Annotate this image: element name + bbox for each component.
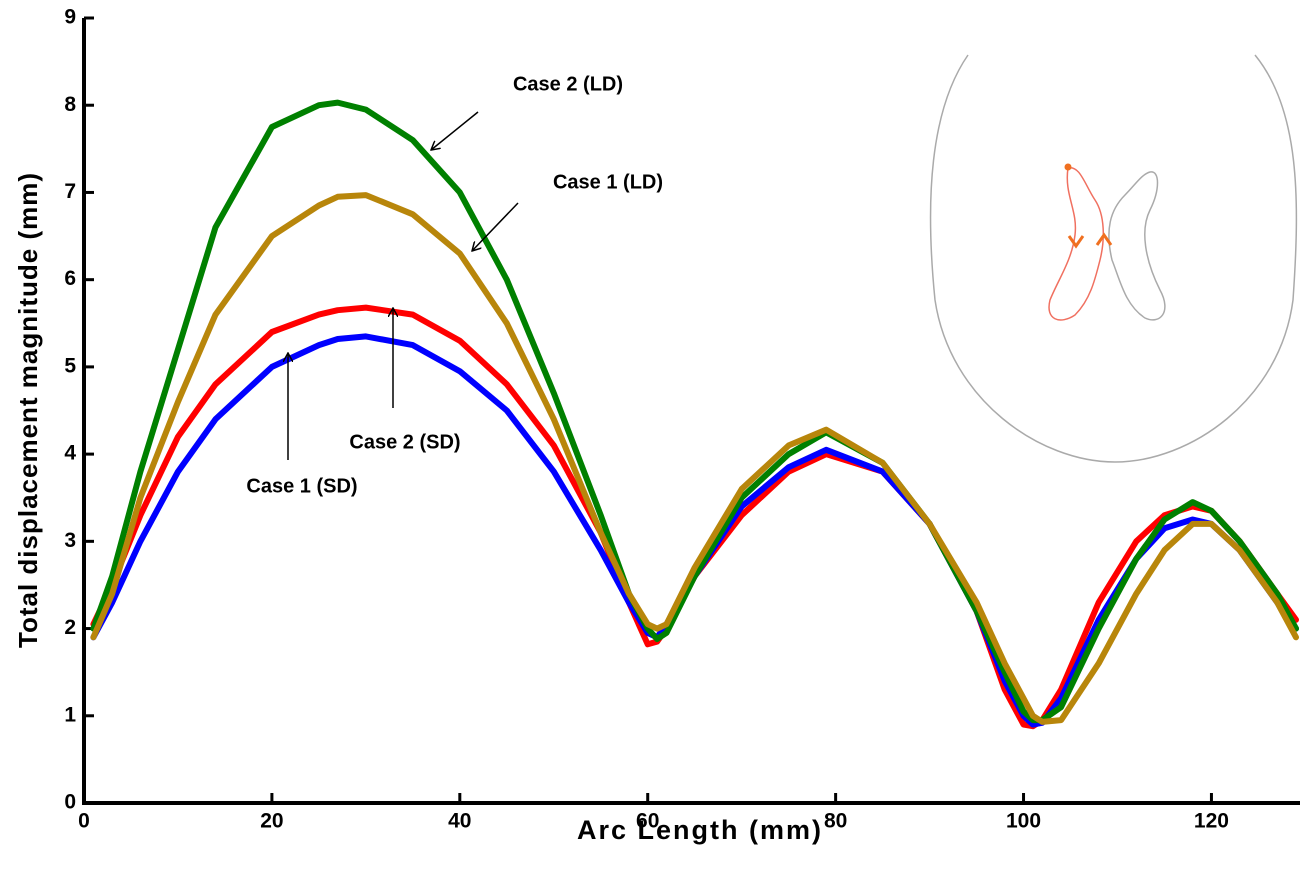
annotation-label: Case 1 (LD) bbox=[553, 171, 663, 193]
x-tick-label: 40 bbox=[448, 810, 471, 833]
y-tick-label: 6 bbox=[64, 267, 76, 290]
inset-diagram bbox=[929, 54, 1298, 463]
series-line bbox=[90, 99, 1299, 724]
x-tick-label: 20 bbox=[260, 810, 283, 833]
y-tick-label: 1 bbox=[64, 703, 76, 726]
x-tick-label: 0 bbox=[78, 810, 90, 833]
annotation-label: Case 2 (LD) bbox=[513, 73, 623, 95]
inset-direction-arrow bbox=[1067, 235, 1085, 249]
inset-left-ventricle bbox=[1048, 167, 1105, 321]
x-tick-label: 100 bbox=[1006, 810, 1041, 833]
axes bbox=[82, 18, 1300, 805]
inset-right-ventricle bbox=[1108, 171, 1166, 321]
annotation-arrow bbox=[472, 202, 519, 251]
y-tick-label: 2 bbox=[64, 616, 76, 639]
inset-outline bbox=[929, 54, 1298, 463]
series-line bbox=[90, 304, 1299, 730]
x-tick-label: 60 bbox=[636, 810, 659, 833]
annotation-label: Case 2 (SD) bbox=[349, 431, 460, 453]
y-tick-label: 9 bbox=[64, 6, 76, 29]
inset-start-point bbox=[1064, 163, 1072, 171]
y-tick-label: 5 bbox=[64, 354, 76, 377]
y-tick-label: 3 bbox=[64, 529, 76, 552]
x-axis-label: Arc Length (mm) bbox=[577, 815, 823, 845]
y-axis-label: Total displacement magnitude (mm) bbox=[13, 172, 43, 648]
x-tick-label: 120 bbox=[1194, 810, 1229, 833]
y-tick-label: 8 bbox=[64, 93, 76, 116]
annotation-label: Case 1 (SD) bbox=[246, 475, 357, 497]
series-line bbox=[90, 333, 1299, 728]
y-tick-label: 0 bbox=[64, 791, 76, 814]
inset-direction-arrow bbox=[1095, 232, 1113, 246]
y-tick-label: 7 bbox=[64, 180, 76, 203]
annotation-arrow bbox=[431, 111, 479, 150]
x-tick-label: 80 bbox=[824, 810, 847, 833]
y-tick-label: 4 bbox=[64, 442, 76, 465]
series-line bbox=[90, 192, 1299, 725]
